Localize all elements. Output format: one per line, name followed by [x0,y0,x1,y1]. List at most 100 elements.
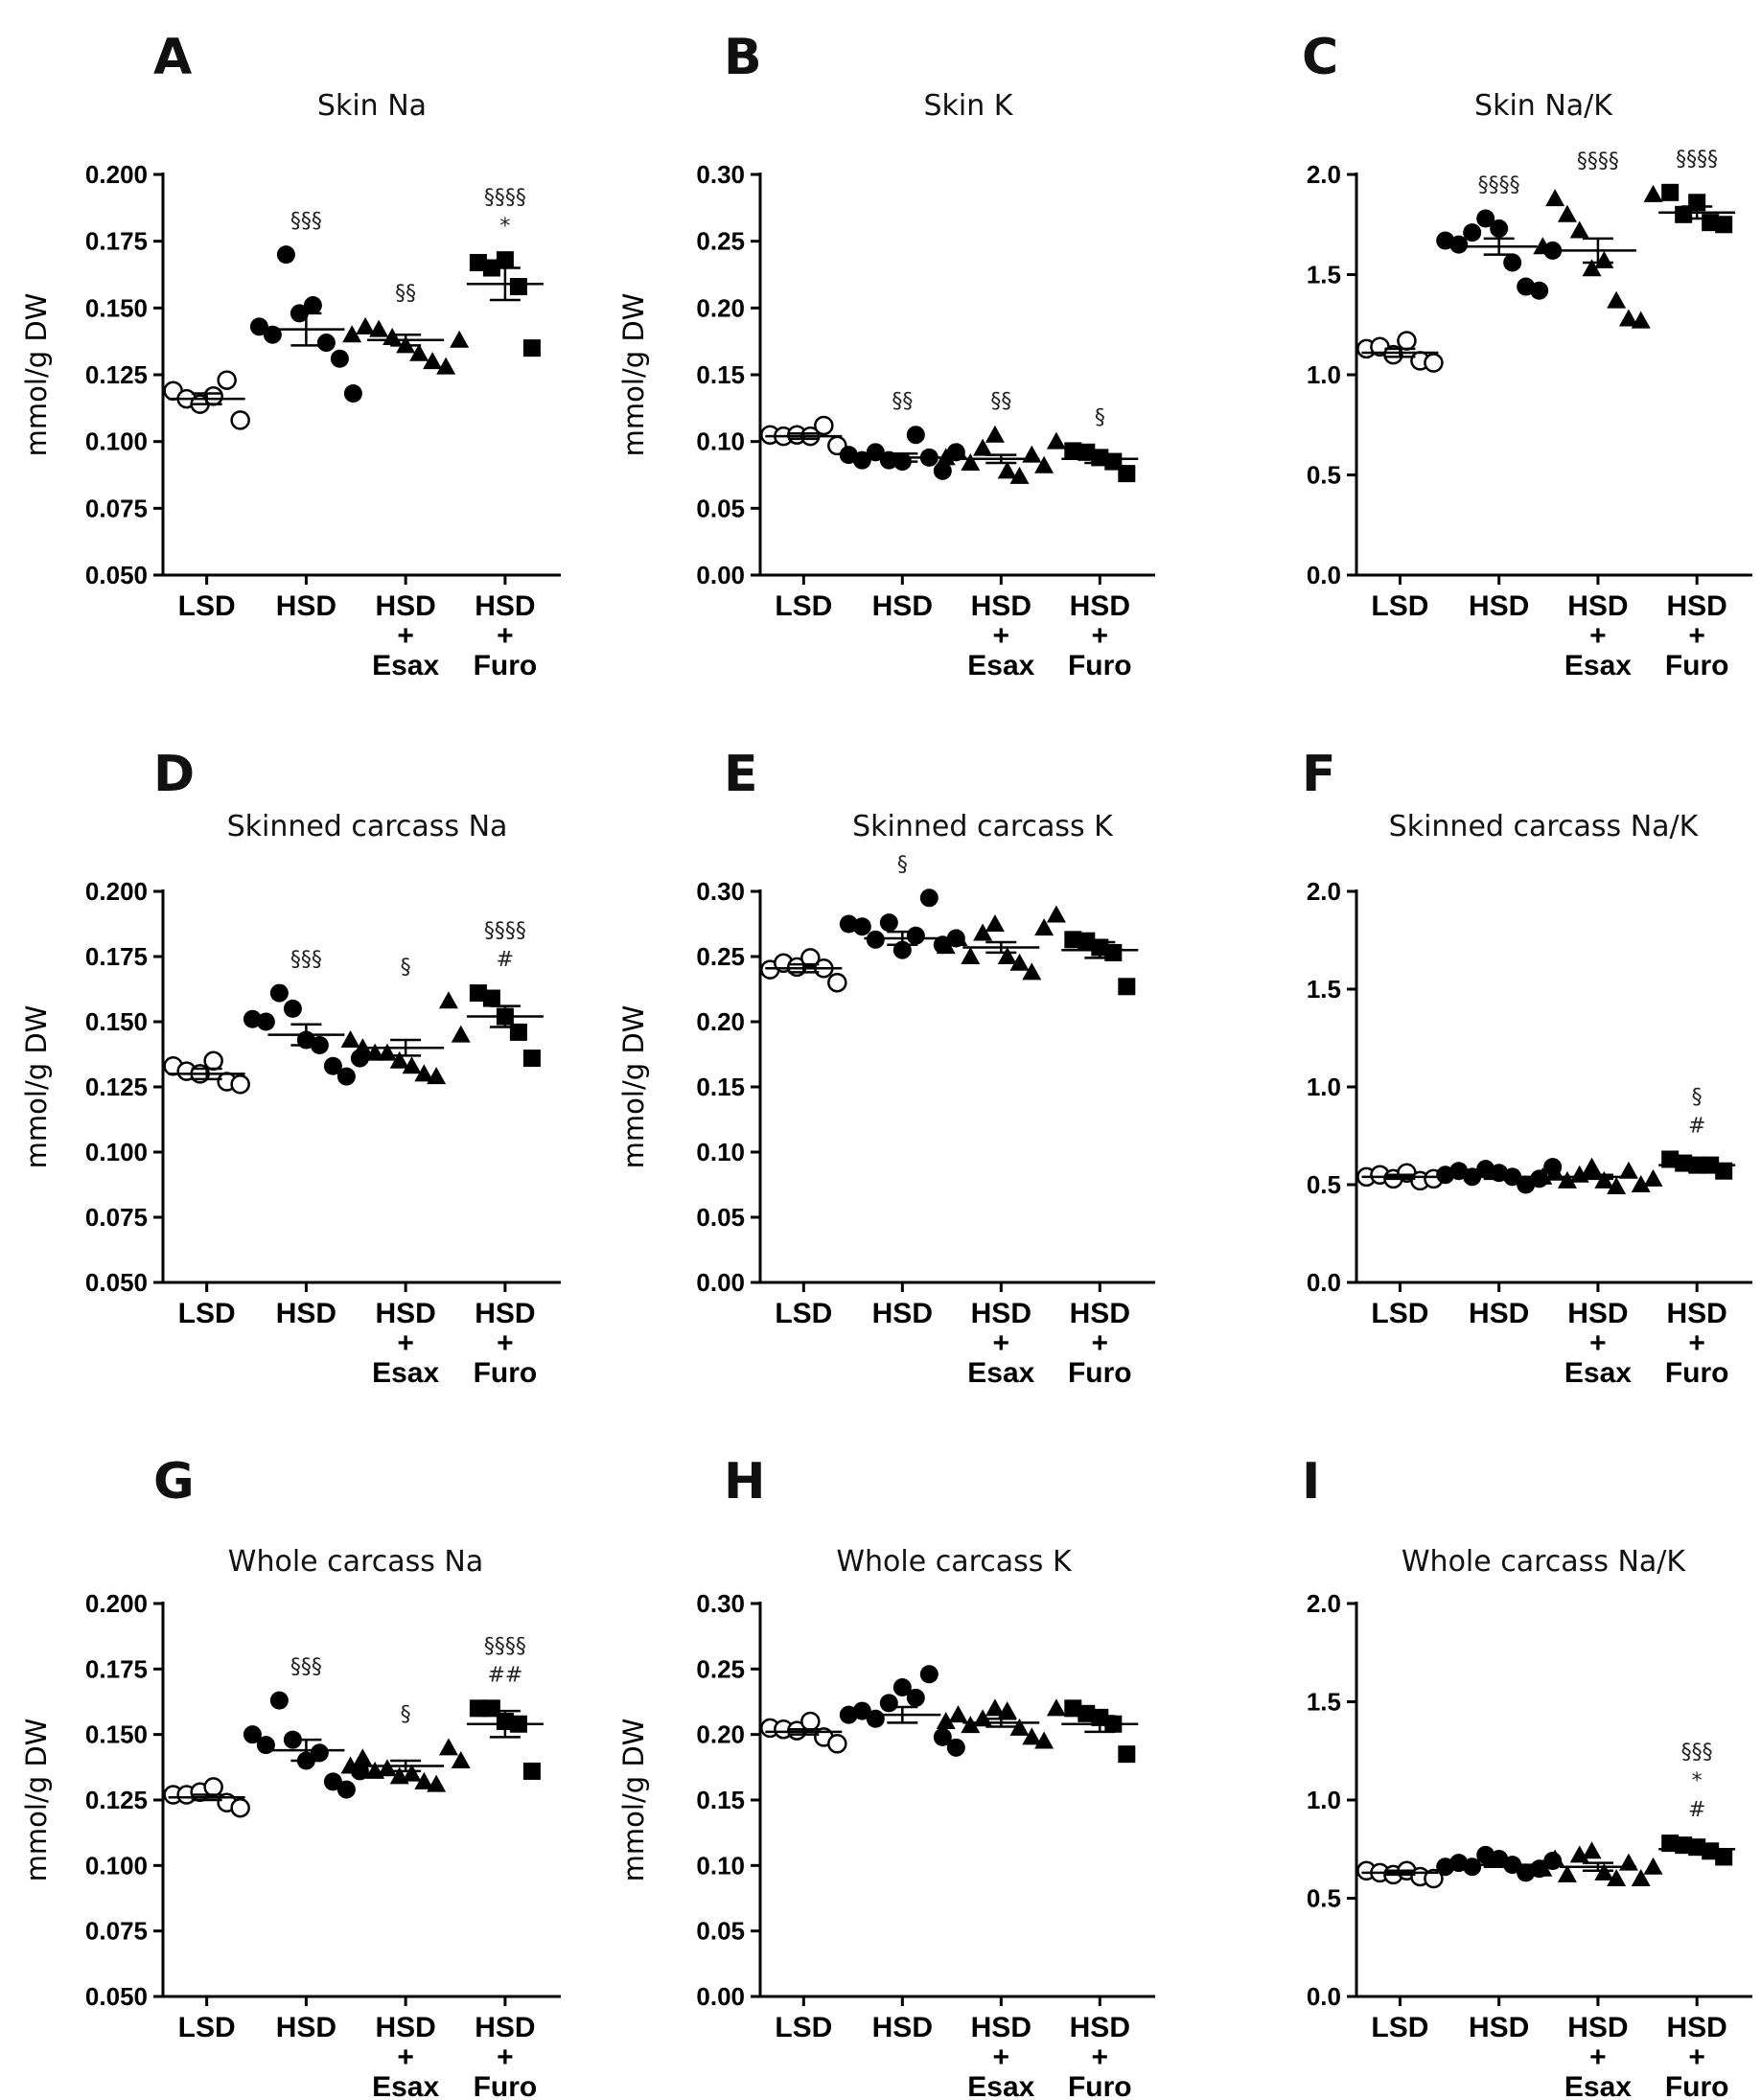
data-point-H [1064,1699,1082,1718]
x-category-label-E: Esax [967,1357,1034,1389]
data-point-H [985,1698,1005,1717]
y-tick-label-D: 0.050 [85,1268,148,1297]
significance-marker-A: * [499,215,510,239]
data-point-C [1618,309,1638,327]
significance-marker-I: §§§ [1681,1741,1713,1765]
y-axis-label-G: mmol/g DW [20,1719,53,1882]
data-point-F [1631,1175,1651,1192]
data-point-H [800,1711,821,1732]
x-category-label-I: HSD [1567,2012,1628,2043]
data-point-E [852,917,871,936]
data-point-E [961,947,981,964]
significance-marker-D: # [497,948,514,972]
x-category-label-D: Furo [474,1357,538,1389]
x-category-label-D: HSD [276,1298,336,1329]
data-point-E [973,923,993,941]
data-point-C [1383,344,1403,365]
data-point-D [482,989,500,1007]
significance-marker-I: # [1688,1798,1705,1822]
y-axis-label-E: mmol/g DW [617,1005,650,1169]
y-tick-label-H: 0.20 [696,1720,745,1749]
y-tick-label-I: 2.0 [1307,1589,1341,1618]
x-category-label-F: Esax [1564,1357,1632,1389]
y-tick-label-B: 0.20 [696,293,745,322]
data-point-H [879,1694,898,1713]
data-point-C [1594,250,1614,268]
data-point-E [1064,931,1082,949]
data-point-A [369,319,389,337]
data-point-I [1715,1848,1733,1866]
data-point-A [249,317,268,336]
data-point-H [936,1712,956,1729]
x-category-label-I: HSD [1469,2012,1529,2043]
y-axis-label-H: mmol/g DW [617,1719,650,1882]
significance-marker-D: §§§ [290,948,322,972]
x-category-label-D: + [397,1327,414,1359]
significance-marker-B: §§ [990,390,1011,414]
data-point-F [1582,1157,1602,1175]
data-point-B [973,438,993,456]
data-point-I [1661,1835,1680,1853]
x-category-label-G: Esax [372,2071,439,2100]
data-point-C [1533,237,1553,255]
y-tick-label-A: 0.125 [85,360,148,389]
x-category-label-G: HSD [475,2012,535,2043]
data-point-B [948,442,968,460]
panel-letter-F: F [1302,746,1336,803]
significance-marker-C: §§§§ [1478,173,1520,197]
x-category-label-A: + [497,620,514,652]
data-point-I [1607,1869,1627,1886]
x-category-label-C: HSD [1667,590,1727,622]
y-tick-label-E: 0.00 [696,1268,745,1297]
data-point-G [427,1774,447,1792]
x-category-label-H: + [993,2042,1010,2073]
data-point-D [469,984,487,1003]
significance-marker-C: §§§§ [1577,150,1619,173]
data-point-B [997,461,1017,479]
x-category-label-C: LSD [1371,590,1428,622]
data-point-G [340,1756,360,1774]
data-point-A [423,352,443,370]
data-point-D [283,999,302,1018]
y-tick-label-D: 0.150 [85,1007,148,1036]
data-point-E [879,913,898,933]
panel-letter-C: C [1302,29,1339,86]
data-point-G [310,1743,329,1763]
data-point-A [303,296,322,315]
x-category-label-G: + [397,2042,414,2073]
y-tick-label-B: 0.00 [696,561,745,589]
y-tick-label-H: 0.15 [696,1786,745,1814]
data-point-A [496,251,514,269]
significance-marker-F: § [1692,1085,1703,1109]
panel-letter-D: D [153,746,196,803]
data-point-B [1009,466,1030,484]
data-point-A [330,349,349,368]
y-axis-label-B: mmol/g DW [617,293,650,457]
data-point-F [1643,1168,1663,1187]
x-category-label-A: HSD [276,590,336,622]
y-tick-label-B: 0.30 [696,160,745,189]
data-point-E [948,928,968,946]
x-category-label-A: HSD [375,590,435,622]
significance-marker-B: §§ [892,390,913,414]
data-point-E [1022,962,1042,981]
data-point-C [1397,331,1417,351]
x-category-label-H: Esax [967,2071,1034,2100]
x-category-label-I: + [1589,2042,1607,2073]
data-point-E [936,936,956,955]
data-point-C [1545,189,1565,207]
y-tick-label-F: 1.0 [1307,1073,1341,1101]
y-tick-label-A: 0.200 [85,160,148,189]
x-category-label-C: HSD [1469,590,1529,622]
data-point-F [1715,1162,1733,1180]
y-tick-label-E: 0.30 [696,877,745,906]
data-point-E [919,888,938,908]
data-point-C [1715,216,1733,234]
panel-title-B: Skin K [923,89,1013,123]
x-category-label-I: Furo [1665,2071,1729,2100]
x-category-label-H: HSD [1070,2012,1130,2043]
data-point-E [997,947,1017,964]
y-axis-label-A: mmol/g DW [20,293,53,457]
x-category-label-F: LSD [1371,1298,1428,1329]
data-point-H [1034,1731,1054,1749]
